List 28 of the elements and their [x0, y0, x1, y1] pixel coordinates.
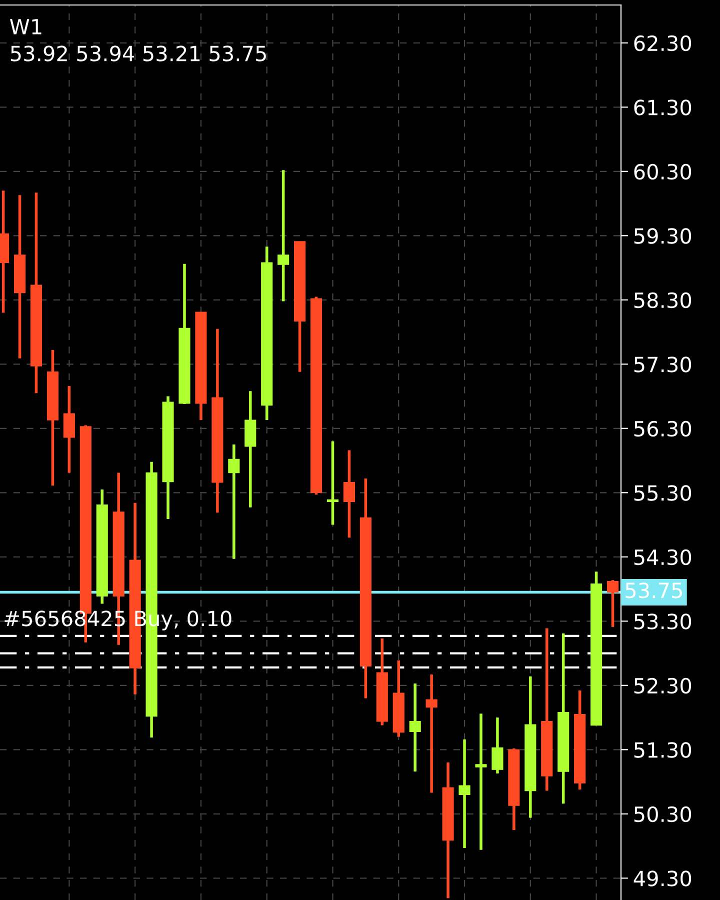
- y-tick-label: 50.30: [634, 806, 692, 822]
- candlestick: [458, 738, 470, 850]
- y-tick-label: 52.30: [634, 678, 692, 694]
- y-tick-label: 56.30: [634, 420, 692, 437]
- y-tick-label: 61.30: [634, 100, 692, 116]
- candlestick: [475, 712, 487, 852]
- candlestick: [409, 682, 421, 773]
- candlestick: [343, 448, 355, 540]
- text: W1: [10, 19, 42, 34]
- candlestick: [606, 578, 619, 628]
- candlestick: [426, 673, 438, 794]
- text: 53.92 53.94 53.21 53.75: [10, 46, 266, 62]
- y-tick-label: 49.30: [634, 870, 692, 886]
- ref-line-label: 53.75: [626, 582, 682, 598]
- y-tick-label: 54.30: [634, 549, 692, 566]
- candlestick: [228, 443, 240, 560]
- candlestick: [278, 168, 290, 303]
- y-tick-label: 55.30: [634, 485, 692, 501]
- y-tick-label: 51.30: [634, 742, 692, 758]
- y-tick-label: 57.30: [634, 356, 692, 372]
- candlestick: [63, 384, 75, 474]
- candlestick: [492, 716, 504, 775]
- y-tick-label: 59.30: [634, 228, 692, 244]
- candlestick: [326, 440, 339, 526]
- y-tick-label: 53.30: [634, 614, 692, 630]
- y-tick-label: 62.30: [634, 35, 692, 52]
- y-tick-label: 58.30: [634, 292, 692, 308]
- y-tick-label: 60.30: [634, 164, 692, 180]
